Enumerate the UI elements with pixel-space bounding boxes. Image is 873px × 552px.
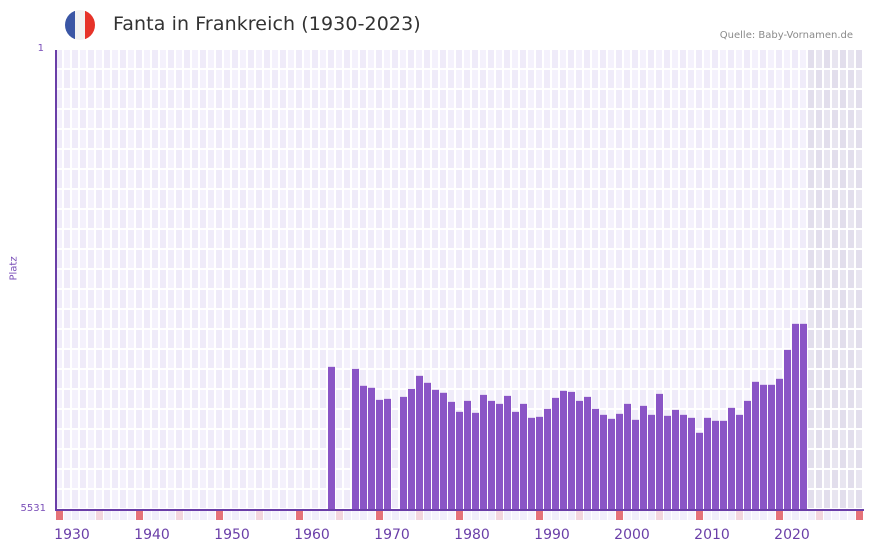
decade-markers — [56, 511, 863, 520]
y-tick-top: 1 — [37, 43, 44, 54]
x-axis-line — [55, 509, 864, 511]
x-tick-label: 2010 — [694, 527, 730, 543]
bar-2012[interactable] — [728, 407, 735, 510]
bar-2000[interactable] — [632, 419, 639, 510]
bar-2004[interactable] — [664, 415, 671, 510]
chart-title: Fanta in Frankreich (1930-2023) — [113, 13, 421, 35]
bar-2020[interactable] — [792, 323, 799, 510]
bar-1997[interactable] — [608, 418, 615, 510]
bar-2011[interactable] — [720, 420, 727, 510]
x-tick-label: 2020 — [774, 527, 810, 543]
flag-white-stripe — [75, 10, 85, 40]
france-flag-icon — [65, 10, 95, 40]
bar-1966[interactable] — [360, 385, 367, 510]
x-tick-label: 1930 — [54, 527, 90, 543]
bar-1995[interactable] — [592, 408, 599, 510]
bar-2019[interactable] — [784, 349, 791, 510]
bar-1993[interactable] — [576, 400, 583, 510]
bar-1992[interactable] — [568, 391, 575, 510]
bar-2021[interactable] — [800, 323, 807, 510]
bar-1986[interactable] — [520, 403, 527, 510]
bar-2006[interactable] — [680, 414, 687, 510]
bar-2008[interactable] — [696, 432, 703, 510]
bar-1974[interactable] — [424, 382, 431, 510]
y-axis-line — [55, 50, 57, 511]
y-tick-bottom: 5531 — [20, 503, 46, 514]
bar-2010[interactable] — [712, 420, 719, 510]
bar-2013[interactable] — [736, 414, 743, 510]
bar-2005[interactable] — [672, 409, 679, 510]
bar-1999[interactable] — [624, 403, 631, 510]
bar-1988[interactable] — [536, 416, 543, 510]
bar-1980[interactable] — [472, 412, 479, 510]
x-tick-label: 1970 — [374, 527, 410, 543]
bar-1967[interactable] — [368, 387, 375, 510]
bar-1969[interactable] — [384, 398, 391, 510]
bar-1981[interactable] — [480, 394, 487, 510]
x-tick-label: 1960 — [294, 527, 330, 543]
x-tick-label: 1980 — [454, 527, 490, 543]
bar-2017[interactable] — [768, 384, 775, 510]
bar-1985[interactable] — [512, 411, 519, 510]
bar-1978[interactable] — [456, 411, 463, 510]
bar-1991[interactable] — [560, 390, 567, 510]
source-link[interactable]: Quelle: Baby-Vornamen.de — [719, 30, 853, 41]
bar-1979[interactable] — [464, 400, 471, 510]
y-axis-label: Platz — [8, 256, 20, 281]
bar-1973[interactable] — [416, 375, 423, 510]
bar-1983[interactable] — [496, 403, 503, 510]
bar-1982[interactable] — [488, 400, 495, 510]
bar-2014[interactable] — [744, 400, 751, 510]
bar-2009[interactable] — [704, 417, 711, 510]
bar-1976[interactable] — [440, 392, 447, 510]
bar-2002[interactable] — [648, 414, 655, 510]
x-tick-label: 2000 — [614, 527, 650, 543]
x-tick-label: 1940 — [134, 527, 170, 543]
bar-1987[interactable] — [528, 417, 535, 510]
x-tick-label: 1950 — [214, 527, 250, 543]
bar-2001[interactable] — [640, 405, 647, 510]
bar-1975[interactable] — [432, 389, 439, 510]
bar-1962[interactable] — [328, 366, 335, 510]
flag-blue-stripe — [65, 10, 75, 40]
bar-1971[interactable] — [400, 396, 407, 510]
bar-1996[interactable] — [600, 414, 607, 510]
x-tick-label: 1990 — [534, 527, 570, 543]
bar-1977[interactable] — [448, 401, 455, 510]
bar-1994[interactable] — [584, 396, 591, 510]
bar-2018[interactable] — [776, 378, 783, 510]
bar-1965[interactable] — [352, 368, 359, 510]
bar-1989[interactable] — [544, 408, 551, 510]
bar-1990[interactable] — [552, 397, 559, 510]
bar-1984[interactable] — [504, 395, 511, 510]
bar-2015[interactable] — [752, 381, 759, 510]
bar-1972[interactable] — [408, 388, 415, 510]
bar-2003[interactable] — [656, 393, 663, 510]
flag-red-stripe — [85, 10, 95, 40]
plot-area — [56, 50, 862, 510]
bar-1968[interactable] — [376, 399, 383, 510]
bar-2007[interactable] — [688, 417, 695, 510]
bar-1998[interactable] — [616, 413, 623, 510]
bar-2016[interactable] — [760, 384, 767, 510]
